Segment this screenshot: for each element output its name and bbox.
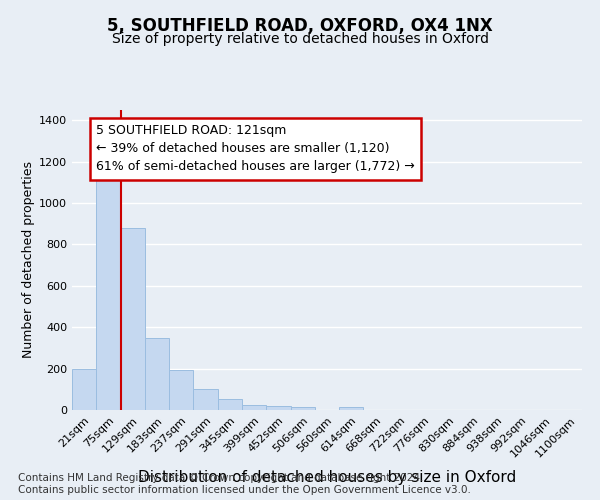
Bar	[121, 228, 145, 410]
Bar	[218, 398, 242, 410]
Bar	[266, 406, 290, 410]
Y-axis label: Number of detached properties: Number of detached properties	[22, 162, 35, 358]
Bar	[169, 370, 193, 410]
Bar	[339, 407, 364, 410]
Text: 5, SOUTHFIELD ROAD, OXFORD, OX4 1NX: 5, SOUTHFIELD ROAD, OXFORD, OX4 1NX	[107, 18, 493, 36]
Bar	[290, 407, 315, 410]
Bar	[96, 178, 121, 410]
Bar	[72, 368, 96, 410]
Text: 5 SOUTHFIELD ROAD: 121sqm
← 39% of detached houses are smaller (1,120)
61% of se: 5 SOUTHFIELD ROAD: 121sqm ← 39% of detac…	[96, 124, 415, 174]
Text: Size of property relative to detached houses in Oxford: Size of property relative to detached ho…	[112, 32, 488, 46]
Bar	[242, 405, 266, 410]
Text: Contains HM Land Registry data © Crown copyright and database right 2024.
Contai: Contains HM Land Registry data © Crown c…	[18, 474, 471, 495]
X-axis label: Distribution of detached houses by size in Oxford: Distribution of detached houses by size …	[138, 470, 516, 484]
Bar	[193, 390, 218, 410]
Bar	[145, 338, 169, 410]
